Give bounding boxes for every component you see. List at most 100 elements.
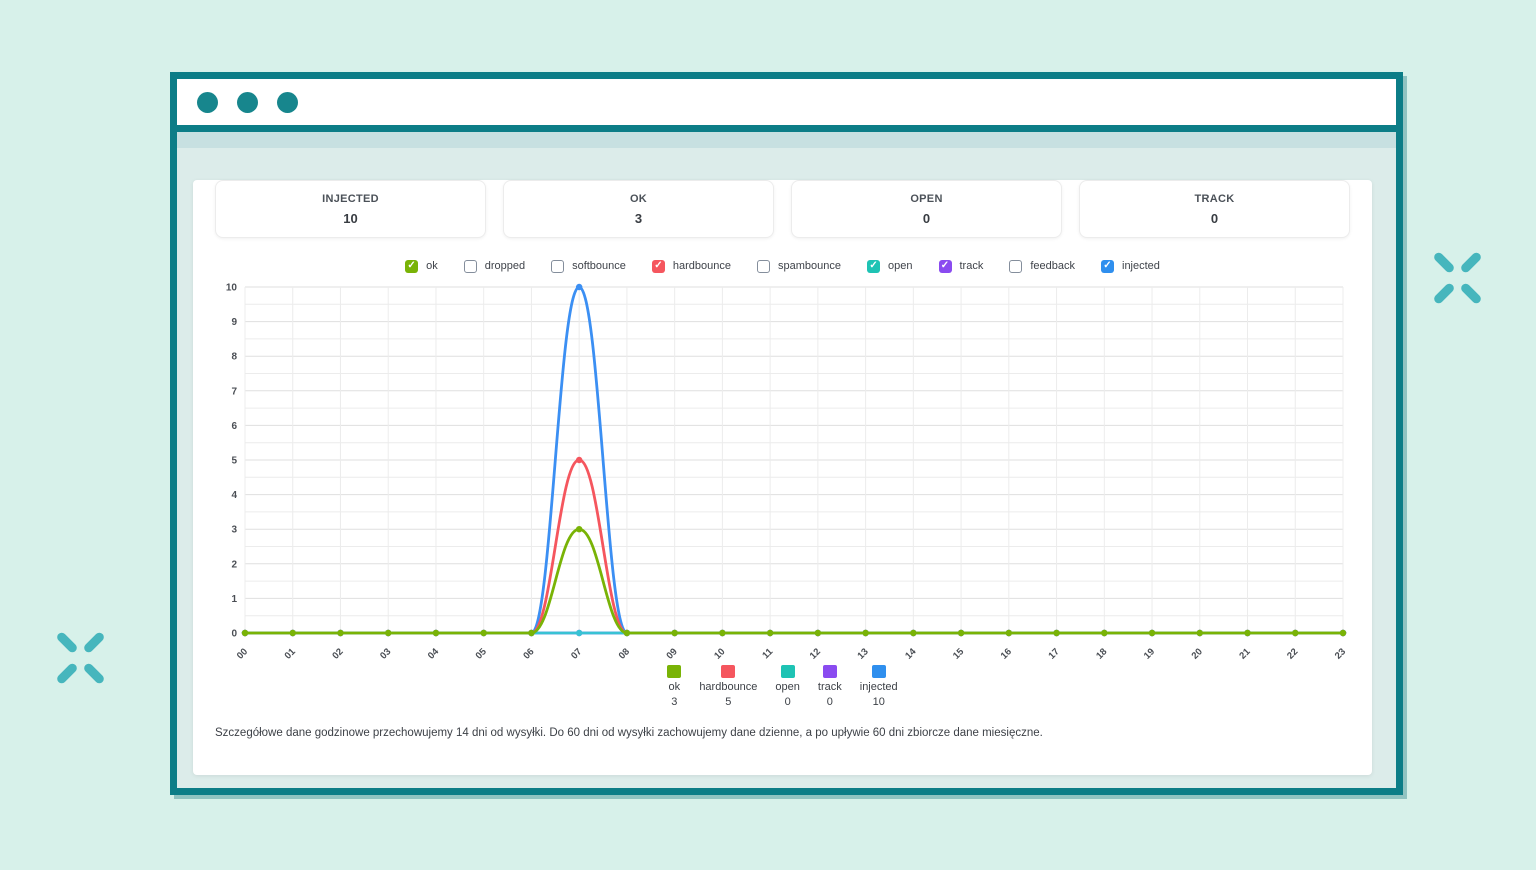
svg-text:04: 04 bbox=[426, 646, 442, 662]
filter-hardbounce[interactable]: ✓ hardbounce bbox=[652, 260, 731, 273]
svg-text:4: 4 bbox=[231, 490, 237, 501]
titlebar-divider bbox=[177, 125, 1396, 132]
svg-text:22: 22 bbox=[1285, 646, 1300, 661]
window-control-dot-1[interactable] bbox=[197, 92, 218, 113]
check-icon: ✓ bbox=[1103, 261, 1111, 271]
address-strip bbox=[177, 132, 1396, 148]
stat-card-ok: OK3 bbox=[503, 180, 774, 238]
legend-item-track[interactable]: track0 bbox=[818, 665, 842, 708]
checkbox-unchecked-icon[interactable] bbox=[551, 260, 564, 273]
stat-value: 3 bbox=[635, 211, 642, 226]
checkbox-checked-icon[interactable]: ✓ bbox=[939, 260, 952, 273]
legend-swatch-icon bbox=[667, 665, 681, 678]
svg-text:10: 10 bbox=[712, 646, 727, 661]
svg-text:5: 5 bbox=[231, 456, 237, 467]
filter-track[interactable]: ✓ track bbox=[939, 260, 984, 273]
filter-label: injected bbox=[1122, 260, 1160, 272]
svg-text:23: 23 bbox=[1333, 646, 1348, 661]
checkbox-checked-icon[interactable]: ✓ bbox=[1101, 260, 1114, 273]
checkbox-unchecked-icon[interactable] bbox=[464, 260, 477, 273]
checkbox-checked-icon[interactable]: ✓ bbox=[405, 260, 418, 273]
svg-text:01: 01 bbox=[283, 646, 299, 662]
filter-injected[interactable]: ✓ injected bbox=[1101, 260, 1160, 273]
filter-ok[interactable]: ✓ ok bbox=[405, 260, 438, 273]
stat-value: 0 bbox=[1211, 211, 1218, 226]
filter-label: softbounce bbox=[572, 260, 626, 272]
svg-text:08: 08 bbox=[617, 646, 632, 661]
stat-label: INJECTED bbox=[322, 193, 379, 205]
filter-open[interactable]: ✓open bbox=[867, 260, 912, 273]
filter-spambounce[interactable]: spambounce bbox=[757, 260, 841, 273]
check-icon: ✓ bbox=[941, 261, 949, 271]
chart-summary-legend: ok3hardbounce5open0track0injected10 bbox=[215, 665, 1350, 708]
filter-softbounce[interactable]: softbounce bbox=[551, 260, 626, 273]
svg-text:6: 6 bbox=[231, 421, 237, 432]
svg-text:7: 7 bbox=[231, 386, 237, 397]
legend-label: open bbox=[775, 681, 799, 693]
legend-swatch-icon bbox=[781, 665, 795, 678]
svg-text:18: 18 bbox=[1094, 646, 1109, 661]
legend-value: 5 bbox=[725, 696, 731, 708]
svg-text:19: 19 bbox=[1142, 646, 1157, 661]
legend-value: 0 bbox=[827, 696, 833, 708]
retention-note: Szczegółowe dane godzinowe przechowujemy… bbox=[215, 727, 1350, 739]
legend-item-ok[interactable]: ok 3 bbox=[667, 665, 681, 708]
window-control-dot-3[interactable] bbox=[277, 92, 298, 113]
svg-text:1: 1 bbox=[231, 594, 237, 605]
filter-label: dropped bbox=[485, 260, 525, 272]
stat-card-open: OPEN 0 bbox=[791, 180, 1062, 238]
decoration-x-left bbox=[55, 632, 107, 688]
checkbox-checked-icon[interactable]: ✓ bbox=[652, 260, 665, 273]
checkbox-unchecked-icon[interactable] bbox=[757, 260, 770, 273]
legend-item-hardbounce[interactable]: hardbounce 5 bbox=[699, 665, 757, 708]
stat-label: OPEN bbox=[910, 193, 942, 205]
check-icon: ✓ bbox=[407, 261, 415, 271]
stats-row: INJECTED 10 OK3 OPEN 0 TRACK 0 bbox=[215, 180, 1350, 238]
legend-value: 10 bbox=[873, 696, 885, 708]
legend-item-open[interactable]: open 0 bbox=[775, 665, 799, 708]
stat-label: TRACK bbox=[1195, 193, 1235, 205]
legend-item-injected[interactable]: injected10 bbox=[860, 665, 898, 708]
filter-label: hardbounce bbox=[673, 260, 731, 272]
legend-label: hardbounce bbox=[699, 681, 757, 693]
legend-label: ok bbox=[669, 681, 681, 693]
filter-feedback[interactable]: feedback bbox=[1009, 260, 1075, 273]
svg-text:07: 07 bbox=[569, 646, 584, 661]
svg-text:16: 16 bbox=[999, 646, 1014, 661]
window-control-dot-2[interactable] bbox=[237, 92, 258, 113]
svg-text:10: 10 bbox=[226, 283, 238, 294]
svg-text:14: 14 bbox=[903, 646, 919, 662]
svg-text:02: 02 bbox=[330, 646, 345, 661]
dashboard-card: INJECTED10OK3OPEN0TRACK0 ✓okdroppedsoftb… bbox=[193, 180, 1372, 775]
filter-label: track bbox=[960, 260, 984, 272]
svg-text:21: 21 bbox=[1237, 646, 1253, 662]
legend-value: 0 bbox=[785, 696, 791, 708]
stat-card-injected: INJECTED 10 bbox=[215, 180, 486, 238]
svg-text:20: 20 bbox=[1190, 646, 1205, 661]
filter-label: spambounce bbox=[778, 260, 841, 272]
svg-text:2: 2 bbox=[231, 559, 237, 570]
window-titlebar bbox=[177, 79, 1396, 125]
svg-text:9: 9 bbox=[231, 317, 237, 328]
svg-text:0: 0 bbox=[231, 629, 237, 640]
svg-text:09: 09 bbox=[665, 646, 680, 661]
stat-value: 10 bbox=[343, 211, 357, 226]
legend-value: 3 bbox=[671, 696, 677, 708]
check-icon: ✓ bbox=[654, 261, 662, 271]
filter-label: ok bbox=[426, 260, 438, 272]
checkbox-unchecked-icon[interactable] bbox=[1009, 260, 1022, 273]
svg-text:11: 11 bbox=[760, 646, 775, 661]
svg-text:13: 13 bbox=[855, 646, 870, 661]
svg-text:12: 12 bbox=[808, 646, 823, 661]
filter-label: feedback bbox=[1030, 260, 1075, 272]
filter-dropped[interactable]: dropped bbox=[464, 260, 525, 273]
hourly-line-chart: 0123456789100001020304050607080910111213… bbox=[215, 279, 1350, 665]
legend-swatch-icon bbox=[872, 665, 886, 678]
stat-card-track: TRACK 0 bbox=[1079, 180, 1350, 238]
svg-text:00: 00 bbox=[235, 646, 250, 661]
checkbox-checked-icon[interactable]: ✓ bbox=[867, 260, 880, 273]
svg-text:06: 06 bbox=[521, 646, 536, 661]
stat-value: 0 bbox=[923, 211, 930, 226]
check-icon: ✓ bbox=[869, 261, 877, 271]
svg-text:05: 05 bbox=[474, 646, 490, 662]
